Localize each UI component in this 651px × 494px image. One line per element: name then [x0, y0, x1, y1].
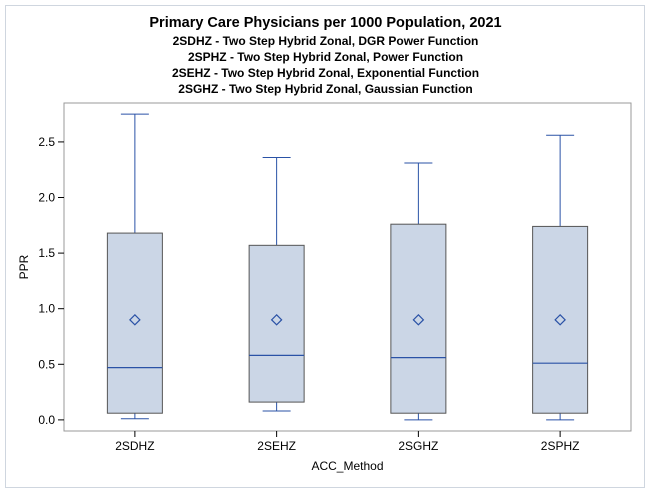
box-2sdhz	[106, 113, 163, 420]
y-tick-label: 1.0	[38, 302, 55, 316]
x-tick-label: 2SDHZ	[115, 439, 154, 453]
y-axis-label: PPR	[17, 254, 31, 279]
chart-subtitle-4: 2SGHZ - Two Step Hybrid Zonal, Gaussian …	[178, 82, 473, 96]
chart-title: Primary Care Physicians per 1000 Populat…	[149, 15, 502, 31]
mean-marker	[129, 313, 141, 326]
x-tick-label: 2SGHZ	[398, 439, 438, 453]
y-axis: 0.0 0.5 1.0 1.5 2.0 2.5	[38, 135, 64, 427]
chart-titles: Primary Care Physicians per 1000 Populat…	[0, 14, 651, 97]
box-2sghz	[390, 162, 447, 421]
mean-marker	[270, 313, 283, 326]
x-axis: 2SDHZ 2SEHZ 2SGHZ 2SPHZ	[115, 431, 579, 453]
y-tick-label: 2.5	[38, 135, 55, 149]
mean-marker	[412, 313, 425, 326]
box-2sphz	[532, 134, 589, 421]
box-2sehz	[248, 156, 305, 412]
chart-subtitle-3: 2SEHZ - Two Step Hybrid Zonal, Exponenti…	[171, 66, 480, 80]
iqr-box	[106, 232, 163, 414]
y-tick-label: 0.0	[38, 413, 55, 427]
y-tick-label: 2.0	[38, 191, 55, 205]
mean-marker	[554, 313, 566, 326]
iqr-box	[248, 244, 305, 403]
y-tick-label: 1.5	[38, 246, 55, 260]
x-tick-label: 2SEHZ	[257, 439, 296, 453]
iqr-box	[532, 225, 589, 414]
x-tick-label: 2SPHZ	[541, 439, 580, 453]
plot-area	[63, 102, 632, 432]
chart-subtitle-2: 2SPHZ - Two Step Hybrid Zonal, Power Fun…	[187, 50, 464, 64]
y-tick-label: 0.5	[38, 357, 55, 371]
x-axis-label: ACC_Method	[311, 459, 383, 473]
box-series	[106, 113, 589, 421]
chart-subtitle-1: 2SDHZ - Two Step Hybrid Zonal, DGR Power…	[172, 34, 479, 48]
iqr-box	[390, 223, 447, 414]
